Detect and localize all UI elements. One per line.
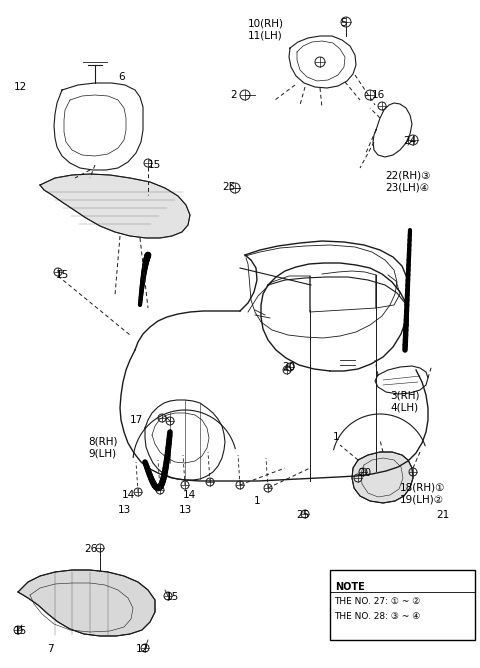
Text: 15: 15: [166, 592, 179, 602]
Text: 7: 7: [47, 644, 54, 654]
Text: 22(RH)③: 22(RH)③: [385, 170, 431, 180]
Text: 5: 5: [340, 18, 347, 28]
Text: NOTE: NOTE: [335, 582, 365, 592]
Text: THE NO. 28: ③ ~ ④: THE NO. 28: ③ ~ ④: [334, 612, 420, 621]
Text: 8(RH): 8(RH): [88, 436, 118, 446]
Text: 4(LH): 4(LH): [390, 402, 418, 412]
Text: THE NO. 27: ① ~ ②: THE NO. 27: ① ~ ②: [334, 597, 420, 606]
Text: 21: 21: [436, 510, 449, 520]
Text: 15: 15: [56, 270, 69, 280]
Polygon shape: [352, 452, 413, 503]
Text: 9(LH): 9(LH): [88, 448, 116, 458]
Text: 3(RH): 3(RH): [390, 390, 420, 400]
Text: 17: 17: [130, 415, 143, 425]
Text: 19(LH)②: 19(LH)②: [400, 494, 444, 504]
Text: 1: 1: [254, 496, 261, 506]
Text: 12: 12: [136, 644, 149, 654]
Text: 23(LH)④: 23(LH)④: [385, 182, 429, 192]
Text: 13: 13: [118, 505, 131, 515]
Text: 16: 16: [372, 90, 385, 100]
Text: 6: 6: [118, 72, 125, 82]
Text: 12: 12: [14, 82, 27, 92]
Text: 10(RH): 10(RH): [248, 18, 284, 28]
Text: 2: 2: [230, 90, 237, 100]
Text: 24: 24: [403, 136, 416, 146]
Text: 20: 20: [282, 362, 295, 372]
Text: 20: 20: [358, 468, 371, 478]
Text: 14: 14: [122, 490, 135, 500]
Text: 14: 14: [183, 490, 196, 500]
Text: 25: 25: [296, 510, 309, 520]
Text: 26: 26: [84, 544, 97, 554]
Text: 15: 15: [14, 626, 27, 636]
Text: 25: 25: [222, 182, 235, 192]
Text: 1: 1: [333, 432, 340, 442]
Text: 18(RH)①: 18(RH)①: [400, 482, 445, 492]
Text: 15: 15: [148, 160, 161, 170]
Polygon shape: [18, 570, 155, 636]
Bar: [330, 570, 475, 640]
Polygon shape: [40, 174, 190, 238]
Text: 13: 13: [179, 505, 192, 515]
Text: 11(LH): 11(LH): [248, 30, 283, 40]
